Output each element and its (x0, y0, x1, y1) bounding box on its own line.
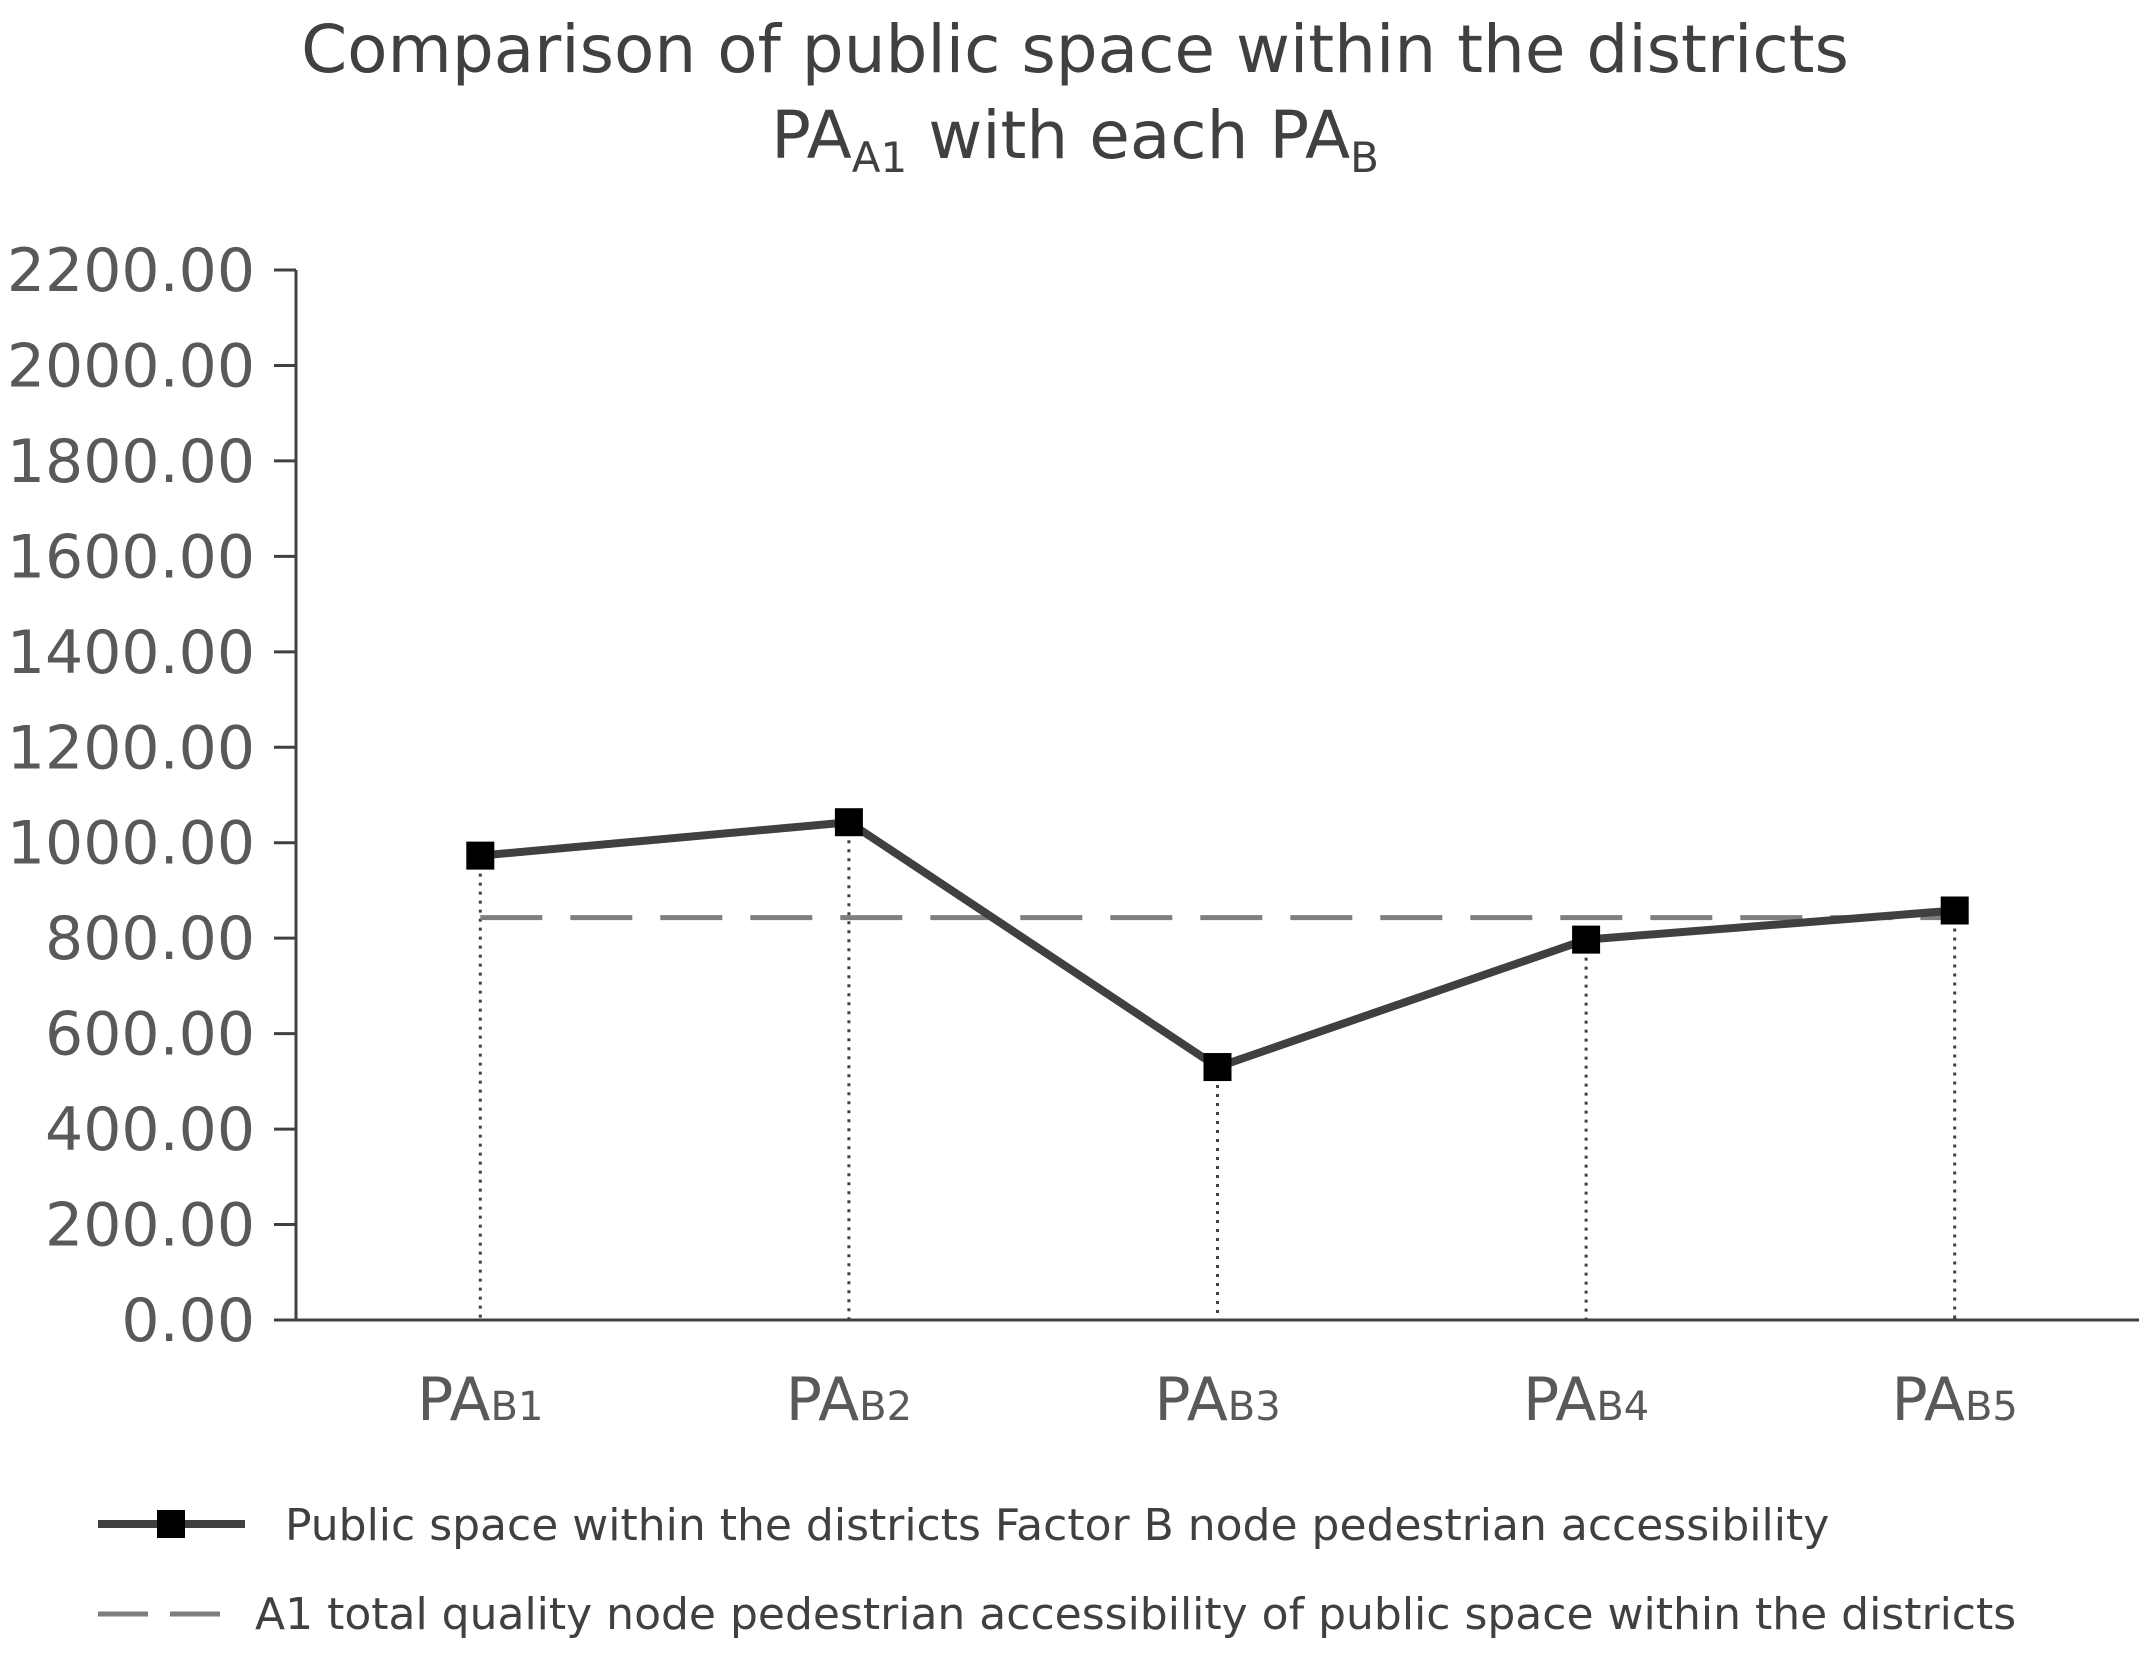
series-solid (466, 808, 1969, 1082)
y-tick-label: 1400.00 (7, 618, 255, 688)
y-tick-label: 600.00 (45, 1000, 255, 1070)
y-tick-label: 2000.00 (7, 331, 255, 401)
legend-item-solid: Public space within the districts Factor… (98, 1500, 1829, 1551)
y-tick-label: 1800.00 (7, 427, 255, 497)
x-tick-label-main: PA (1892, 1365, 1965, 1435)
data-point-marker (1572, 925, 1601, 954)
x-tick-label: PAB1 (417, 1365, 543, 1435)
series-line-solid (479, 818, 1956, 1072)
x-tick-label-sub: B1 (491, 1384, 544, 1430)
data-point-marker (1203, 1053, 1232, 1082)
legend-item-dashed: A1 total quality node pedestrian accessi… (98, 1589, 2016, 1640)
x-tick-label-sub: B5 (1965, 1384, 2018, 1430)
y-ticks: 0.00 200.00 400.00 600.00 800.00 1000.00 1200.… (7, 236, 296, 1356)
y-tick-label: 2200.00 (7, 236, 255, 306)
x-tick-label-main: PA (417, 1365, 490, 1435)
legend: Public space within the districts Factor… (98, 1500, 2016, 1640)
y-tick-label: 1600.00 (7, 522, 255, 592)
x-tick-label-main: PA (1154, 1365, 1227, 1435)
data-point-marker (834, 808, 863, 837)
x-tick-label: PAB5 (1892, 1365, 2018, 1435)
drop-lines (478, 822, 1957, 1320)
title-suffix-sub: B (1350, 133, 1379, 182)
y-tick-label: 200.00 (45, 1191, 255, 1261)
x-tick-label-main: PA (786, 1365, 859, 1435)
x-labels: PAB1 PAB2 PAB3 PAB4 PAB5 (417, 1365, 2018, 1435)
x-tick-label: PAB3 (1154, 1365, 1280, 1435)
x-tick-label: PAB4 (1523, 1365, 1649, 1435)
y-tick-label: 0.00 (121, 1286, 255, 1356)
y-tick-label: 400.00 (45, 1095, 255, 1165)
x-tick-label-sub: B3 (1228, 1384, 1281, 1430)
chart-title-line2: PAA1 with each PAB (771, 97, 1379, 182)
legend-solid-marker (157, 1510, 185, 1538)
y-tick-label: 1200.00 (7, 713, 255, 783)
title-prefix: PA (771, 97, 852, 174)
chart-title-line1: Comparison of public space within the di… (301, 11, 1849, 88)
legend-label-solid: Public space within the districts Factor… (285, 1500, 1829, 1551)
data-point-marker (1940, 896, 1969, 925)
data-point-marker (466, 841, 495, 870)
title-mid: with each PA (907, 97, 1350, 174)
title-prefix-sub: A1 (852, 133, 907, 182)
legend-label-dashed: A1 total quality node pedestrian accessi… (255, 1589, 2016, 1640)
x-tick-label: PAB2 (786, 1365, 912, 1435)
y-tick-label: 800.00 (45, 904, 255, 974)
x-tick-label-sub: B2 (859, 1384, 912, 1430)
x-tick-label-sub: B4 (1596, 1384, 1649, 1430)
x-tick-label-main: PA (1523, 1365, 1596, 1435)
y-tick-label: 1000.00 (7, 809, 255, 879)
